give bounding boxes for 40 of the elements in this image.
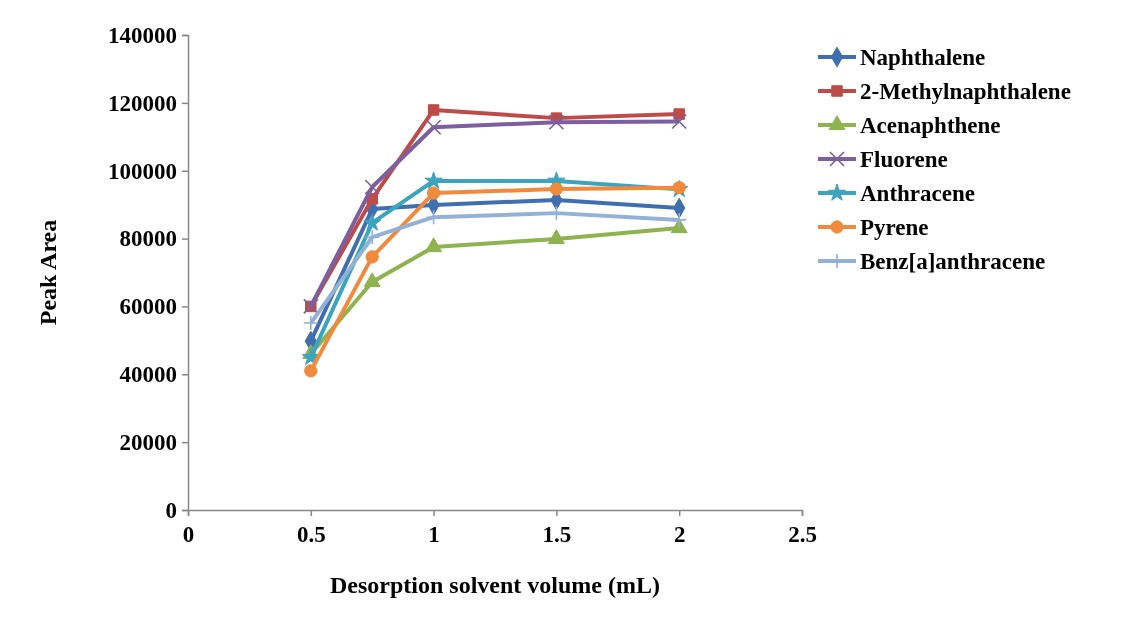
point xyxy=(424,171,443,189)
point xyxy=(425,119,442,136)
point xyxy=(426,186,441,200)
point xyxy=(365,250,379,264)
x-tick-label: 1.5 xyxy=(542,522,572,547)
x-tick-label: 0 xyxy=(182,522,195,547)
legend-label: Naphthalene xyxy=(860,45,986,70)
legend-label: Benz[a]anthracene xyxy=(860,249,1046,274)
point xyxy=(427,104,440,116)
y-tick-label: 140000 xyxy=(108,22,177,48)
legend-label: 2-Methylnaphthalene xyxy=(860,79,1071,104)
y-tick-label: 120000 xyxy=(108,90,177,116)
legend-label: Anthracene xyxy=(860,181,975,206)
point xyxy=(425,237,443,253)
point xyxy=(671,113,687,130)
y-axis-title: Peak Area xyxy=(35,219,61,326)
y-tick-label: 60000 xyxy=(119,294,177,320)
point xyxy=(547,229,565,245)
y-tick-label: 80000 xyxy=(119,226,177,252)
point xyxy=(549,182,564,196)
legend-label: Acenaphthene xyxy=(860,113,1001,138)
y-tick-label: 0 xyxy=(165,497,177,523)
point xyxy=(364,179,380,195)
point xyxy=(303,315,319,331)
point xyxy=(363,272,381,288)
legend-label: Fluorene xyxy=(860,147,948,172)
x-tick-label: 2 xyxy=(673,522,686,547)
x-tick-label: 1 xyxy=(428,522,440,547)
x-axis-title: Desorption solvent volume (mL) xyxy=(330,572,660,598)
point xyxy=(304,364,318,378)
y-tick-label: 20000 xyxy=(119,430,177,455)
legend-label: Pyrene xyxy=(860,215,929,240)
point xyxy=(548,114,565,130)
y-tick-label: 40000 xyxy=(119,362,177,388)
x-tick-label: 2.5 xyxy=(788,522,817,547)
y-tick-label: 100000 xyxy=(108,158,177,184)
x-tick-label: 0.5 xyxy=(296,522,326,547)
point xyxy=(673,108,685,120)
point xyxy=(363,213,382,231)
point xyxy=(364,229,380,246)
